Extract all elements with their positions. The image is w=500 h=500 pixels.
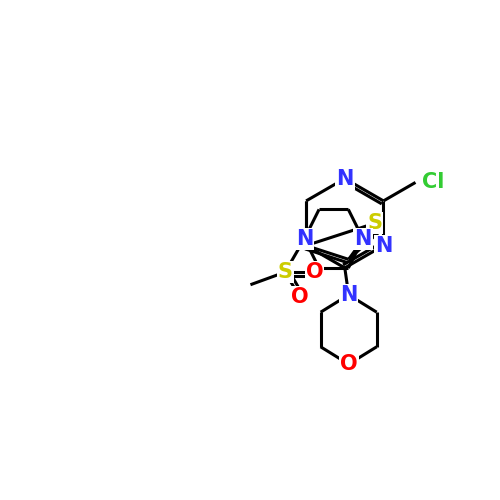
Text: N: N — [296, 228, 313, 248]
Text: S: S — [368, 213, 382, 233]
Text: O: O — [306, 262, 324, 282]
Text: N: N — [340, 285, 357, 305]
Text: Cl: Cl — [422, 172, 444, 193]
Text: O: O — [340, 354, 357, 374]
Text: N: N — [375, 236, 392, 256]
Text: N: N — [336, 168, 353, 188]
Text: O: O — [291, 288, 308, 308]
Text: S: S — [278, 262, 292, 282]
Text: N: N — [354, 228, 372, 248]
